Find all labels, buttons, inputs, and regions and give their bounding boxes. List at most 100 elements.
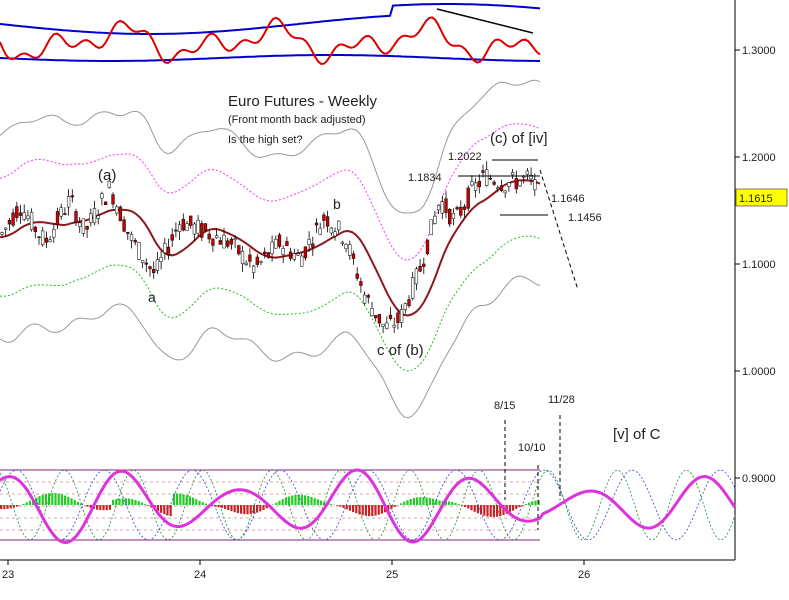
histogram-bar: [492, 505, 495, 517]
chart-subtitle: (Front month back adjusted): [228, 114, 366, 126]
candle-body: [59, 207, 63, 217]
histogram-bar: [464, 505, 467, 507]
x-axis: 23 24 25 26: [2, 560, 590, 581]
candle-body: [340, 241, 345, 244]
candle-body: [344, 243, 348, 250]
histogram-bar: [374, 505, 377, 516]
candle-body: [48, 239, 52, 242]
histogram-bar: [512, 505, 515, 511]
histogram-bar: [160, 505, 163, 513]
candle-body: [503, 190, 507, 194]
histogram-bar: [467, 505, 470, 509]
candle-body: [362, 294, 367, 304]
x-tick-label: 23: [2, 569, 14, 581]
cycle-date-lines: [504, 415, 561, 530]
histogram-bar: [371, 505, 374, 517]
histogram-bar: [262, 505, 265, 510]
candle-body: [337, 220, 341, 231]
candle-body: [514, 178, 518, 190]
histogram-bar: [291, 495, 294, 505]
histogram-bar: [144, 504, 147, 505]
histogram-bar: [380, 505, 383, 514]
cycle-component-2: [0, 469, 736, 541]
histogram-bar: [140, 502, 143, 505]
histogram-bar: [524, 503, 527, 505]
candle-body: [129, 234, 134, 241]
candle-body: [496, 187, 500, 190]
candle-body: [174, 229, 178, 232]
histogram-bar: [192, 497, 195, 505]
candle-body: [7, 219, 12, 225]
histogram-bar: [41, 494, 44, 505]
candle-body: [322, 214, 326, 221]
histogram-bar: [217, 505, 220, 508]
price-level-1-1646: 1.1646: [551, 193, 585, 205]
candle-body: [189, 215, 193, 226]
candle-body: [492, 181, 496, 185]
histogram-bar: [515, 505, 518, 509]
histogram-bar: [156, 505, 159, 512]
candle-body: [525, 170, 530, 175]
candle-body: [96, 215, 100, 219]
y-tick-label: 1.2000: [742, 152, 776, 164]
wave-label-c-of-iv: (c) of [iv]: [490, 130, 548, 147]
last-price-label: 1.1615: [739, 193, 773, 205]
candle-body: [152, 269, 156, 274]
histogram-bar: [419, 497, 422, 505]
candle-body: [425, 239, 430, 255]
candle-body: [407, 299, 411, 307]
histogram-bar: [259, 505, 262, 512]
candle-body: [274, 239, 278, 249]
candle-body: [533, 179, 537, 191]
candle-body: [370, 308, 374, 317]
candle-body: [277, 234, 282, 247]
candle-body: [307, 239, 311, 245]
candle-body: [444, 198, 448, 213]
histogram-bar: [182, 494, 185, 505]
candle-body: [455, 207, 459, 210]
histogram-bar: [214, 505, 217, 507]
histogram-bar: [377, 505, 380, 515]
x-tick-label: 25: [386, 569, 398, 581]
histogram-bar: [438, 500, 441, 505]
histogram-bar: [416, 497, 419, 505]
histogram-bar: [278, 500, 281, 505]
top-oscillator: [0, 3, 541, 65]
histogram-bar: [288, 496, 291, 505]
candle-body: [255, 256, 259, 265]
histogram-bar: [198, 500, 201, 505]
histogram-bar: [57, 493, 60, 505]
histogram-bar: [486, 505, 489, 517]
candle-body: [44, 237, 49, 243]
y-axis: 1.3000 1.2000 1.1000 1.0000 0.9000 1.161…: [735, 45, 788, 485]
histogram-bar: [489, 505, 492, 517]
histogram-bar: [342, 505, 345, 508]
candle-body: [133, 240, 137, 243]
candle-body: [155, 259, 160, 271]
candle-body: [229, 238, 234, 245]
candle-body: [185, 223, 189, 231]
candle-body: [233, 238, 237, 241]
candle-body: [63, 213, 67, 215]
candle-body: [26, 215, 30, 219]
y-tick-label: 1.3000: [742, 45, 776, 57]
candle-body: [244, 262, 248, 265]
cycle-date-11-28: 11/28: [548, 394, 575, 406]
candle-body: [126, 231, 130, 234]
candle-body: [522, 176, 526, 178]
histogram-bar: [422, 497, 425, 505]
histogram-bar: [166, 505, 169, 516]
candle-body: [488, 177, 493, 180]
histogram-bar: [521, 505, 524, 506]
histogram-bar: [73, 500, 76, 505]
histogram-bar: [403, 501, 406, 505]
candle-body: [170, 234, 174, 241]
candle-body: [285, 241, 289, 246]
candle-body: [392, 325, 396, 328]
candle-body: [137, 242, 141, 260]
candle-body: [226, 240, 230, 247]
candle-body: [462, 206, 467, 210]
histogram-bar: [22, 503, 25, 505]
price-level-1-1834: 1.1834: [408, 172, 442, 184]
histogram-bar: [44, 493, 47, 505]
